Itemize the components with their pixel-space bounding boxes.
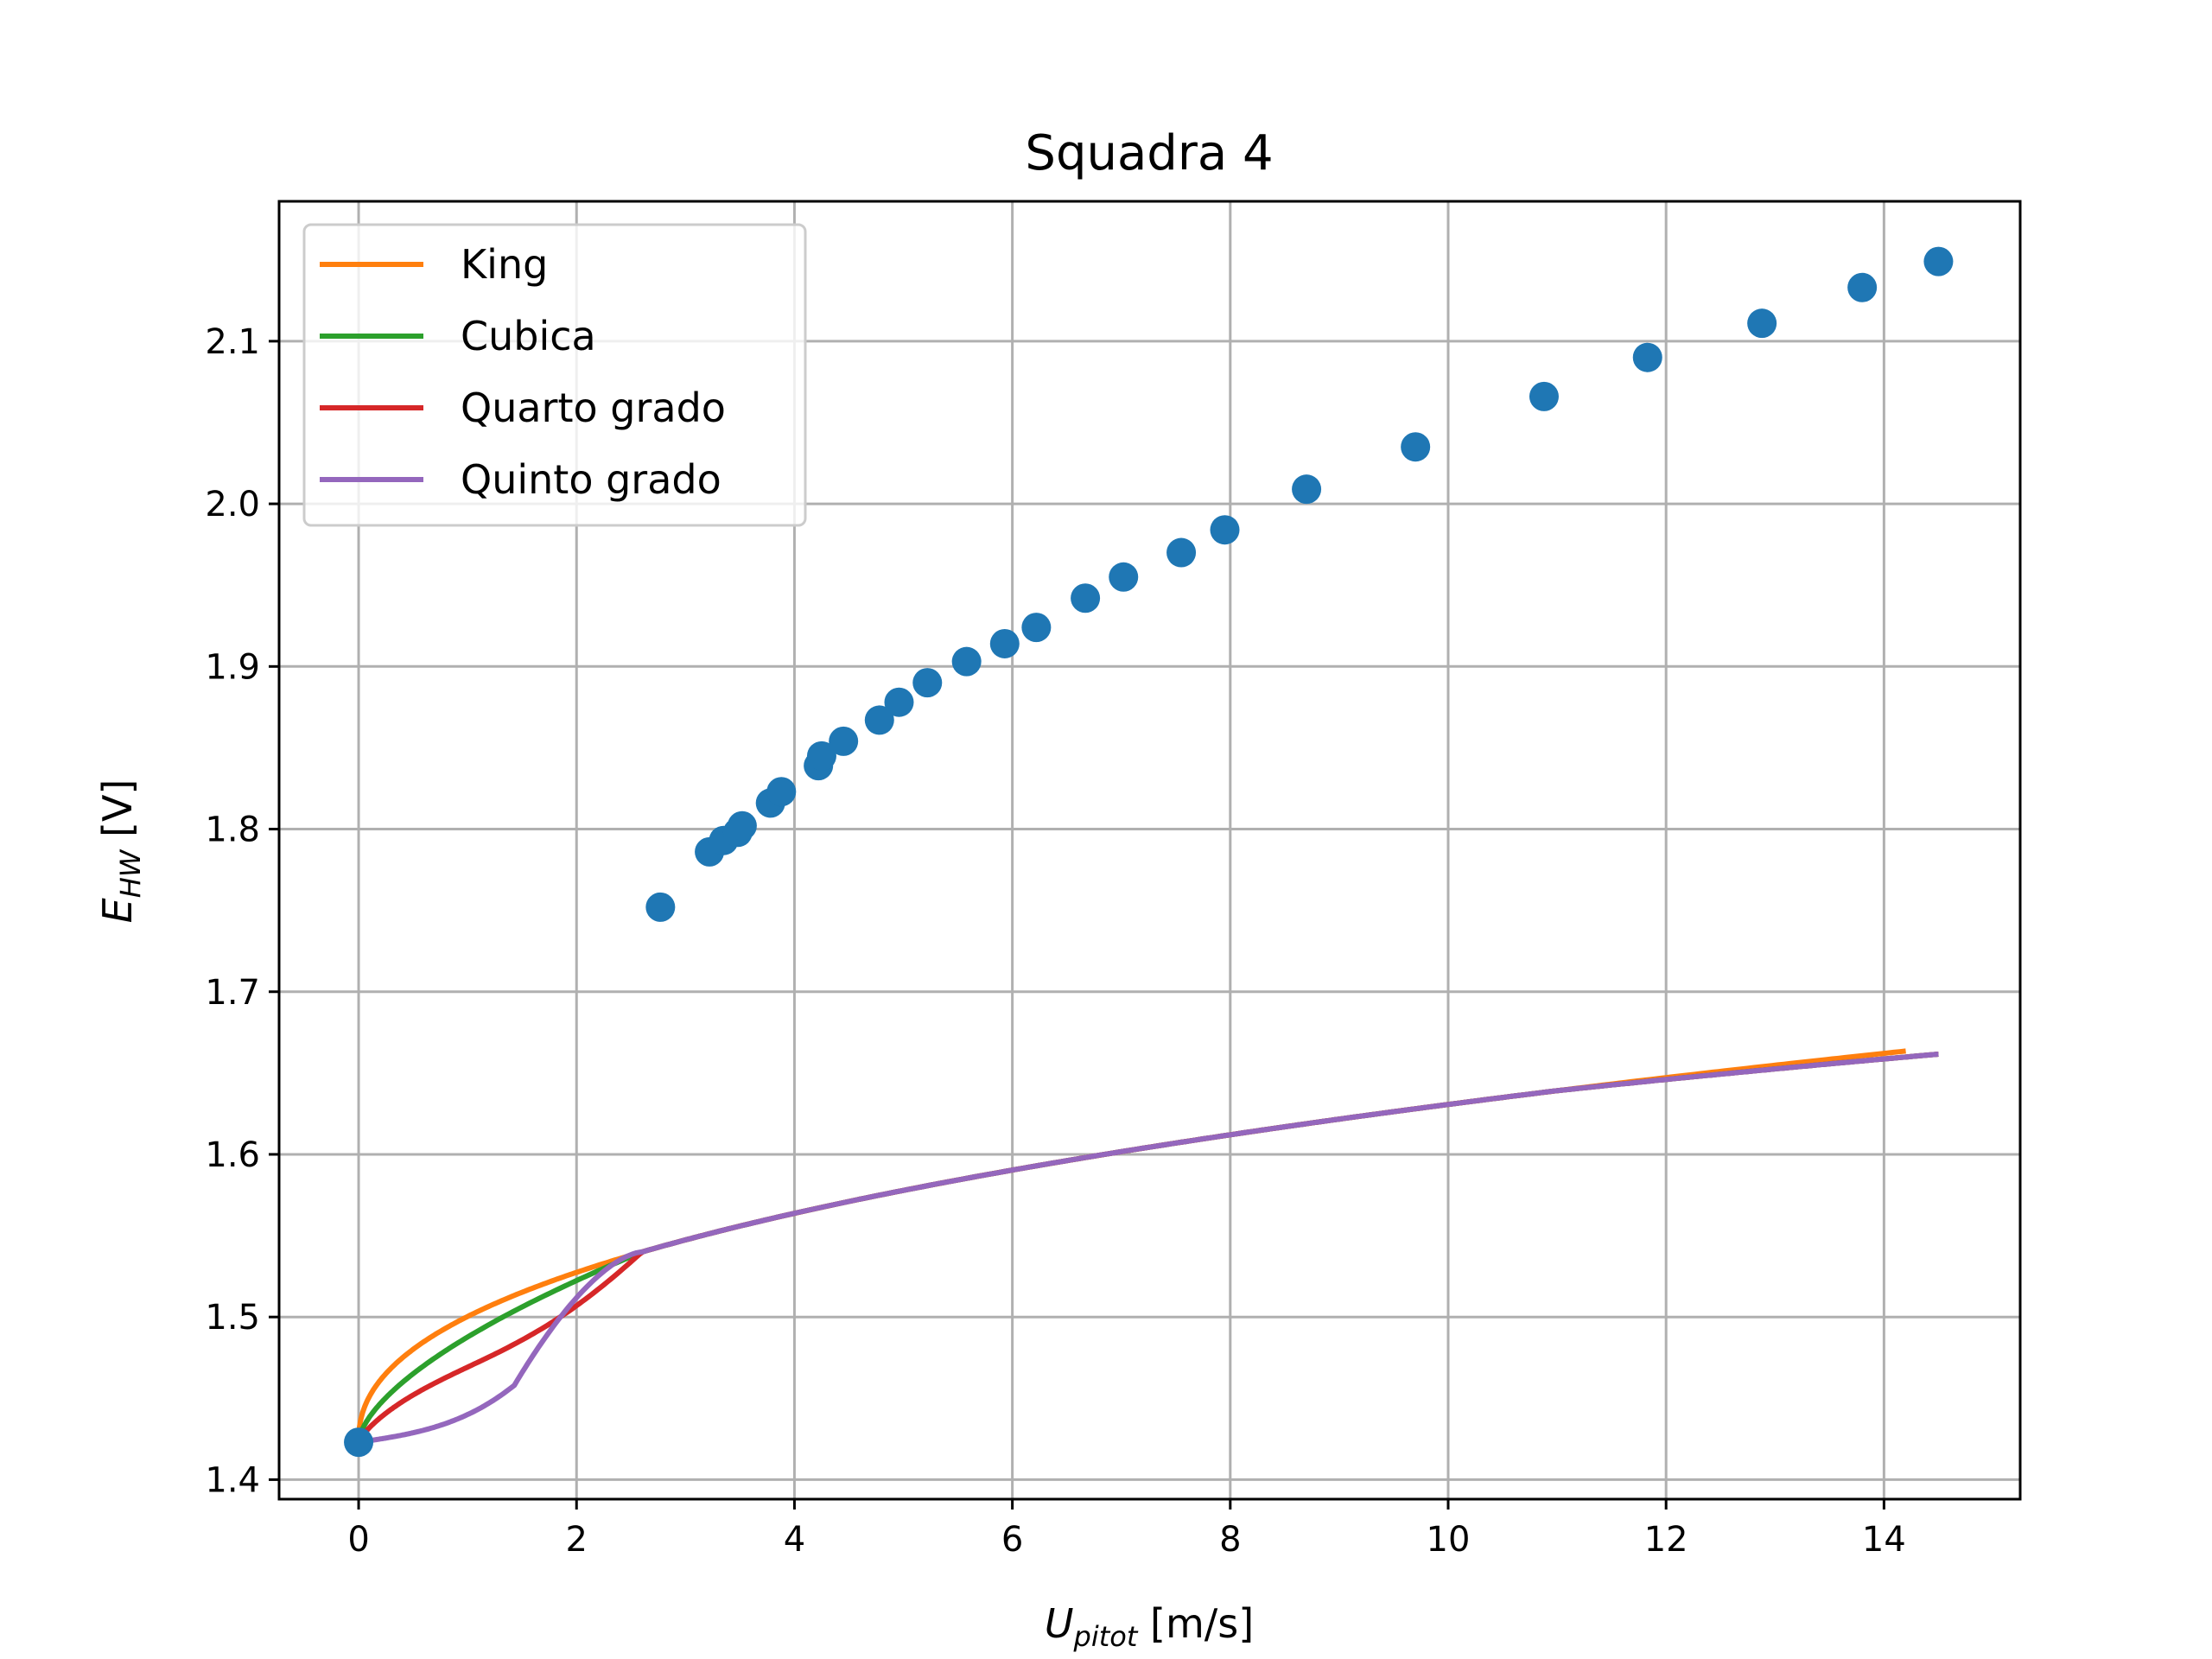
legend-label-king: King	[461, 241, 548, 288]
data-point	[1529, 381, 1559, 411]
data-point	[1292, 474, 1322, 505]
x-tick-label: 4	[784, 1520, 805, 1560]
y-axis-label: EHW [V]	[94, 779, 147, 924]
plot-frame	[277, 200, 2022, 1501]
data-point	[1071, 583, 1101, 613]
data-point	[1210, 515, 1240, 545]
data-point	[864, 705, 894, 735]
x-axis-label: Upitot [m/s]	[1045, 1600, 1254, 1653]
data-point	[645, 892, 676, 922]
x-tick-label: 8	[1219, 1520, 1241, 1560]
data-point	[1747, 308, 1777, 339]
y-tick-label: 2.0	[205, 485, 260, 524]
x-tick-label: 0	[347, 1520, 369, 1560]
x-tick-label: 6	[1001, 1520, 1023, 1560]
legend-label-quarto-grado: Quarto grado	[461, 385, 726, 431]
data-point	[1847, 272, 1878, 302]
data-point	[989, 628, 1020, 658]
axis-ticks: 0 2 4 6 8 10 12 14 1.4 1.5 1.6 1.7 1.8 1.9 2.0 2.1	[205, 322, 1905, 1560]
data-point	[766, 777, 797, 807]
series-layer	[356, 1048, 1939, 1446]
legend-box	[302, 223, 807, 527]
x-tick-label: 14	[1862, 1520, 1906, 1560]
x-tick-label: 12	[1644, 1520, 1688, 1560]
data-points	[344, 246, 1954, 1458]
data-point	[1109, 562, 1139, 592]
y-tick-label: 1.5	[205, 1298, 260, 1338]
y-tick-label: 1.7	[205, 973, 260, 1013]
x-tick-label: 2	[566, 1520, 588, 1560]
data-point	[1923, 246, 1954, 276]
chart-title: Squadra 4	[1025, 125, 1273, 181]
legend: King Cubica Quarto grado Quinto grado	[302, 223, 807, 527]
y-tick-label: 1.8	[205, 810, 260, 850]
data-point	[727, 810, 757, 841]
y-tick-label: 2.1	[205, 322, 260, 362]
data-point	[1021, 613, 1052, 643]
y-tick-label: 1.4	[205, 1460, 260, 1500]
data-point	[1632, 342, 1662, 372]
data-point	[951, 646, 982, 677]
y-tick-label: 1.6	[205, 1135, 260, 1175]
data-point	[912, 668, 943, 698]
series-line-quinto-grado	[356, 1052, 1939, 1446]
data-point	[1401, 432, 1431, 462]
y-tick-label: 1.9	[205, 647, 260, 687]
data-point	[344, 1427, 374, 1458]
data-point	[1166, 537, 1197, 568]
data-point	[884, 687, 914, 717]
data-point	[806, 741, 836, 771]
legend-label-quinto-grado: Quinto grado	[461, 456, 721, 503]
data-point	[829, 726, 859, 756]
x-tick-label: 10	[1427, 1520, 1471, 1560]
legend-label-cubica: Cubica	[461, 313, 596, 359]
